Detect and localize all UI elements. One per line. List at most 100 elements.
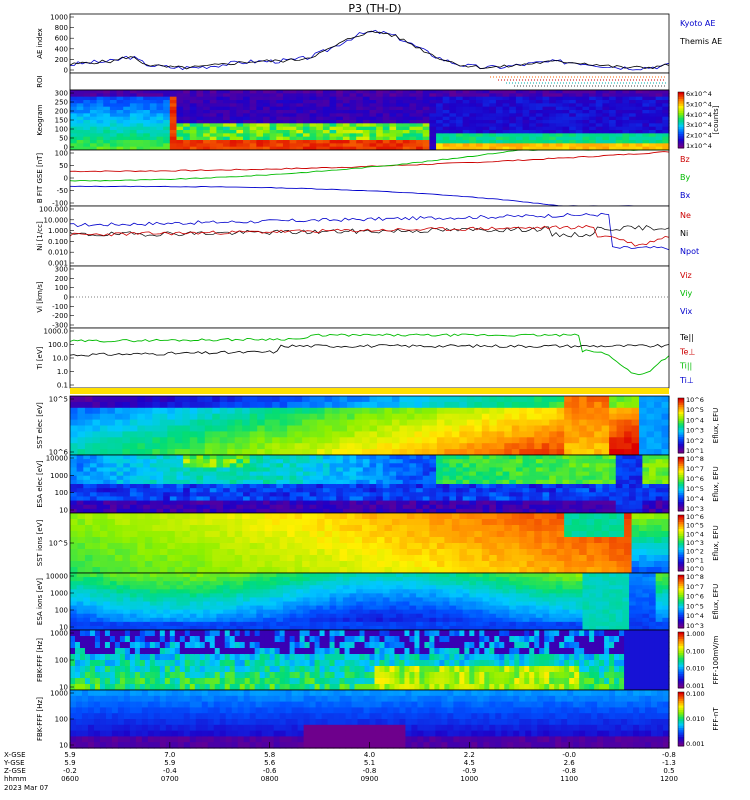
- heatmap-cell: [502, 90, 510, 94]
- heatmap-cell: [444, 567, 453, 574]
- heatmap-cell: [209, 93, 218, 98]
- heatmap-cell: [136, 93, 144, 98]
- heatmap-cell: [382, 126, 391, 131]
- heatmap-cell: [515, 136, 524, 141]
- heatmap-cell: [459, 531, 468, 538]
- heatmap-cell: [609, 561, 618, 568]
- heatmap-cell: [469, 90, 477, 94]
- heatmap-cell: [429, 543, 438, 550]
- heatmap-cell: [482, 130, 490, 134]
- heatmap-cell: [655, 492, 663, 498]
- heatmap-cell: [635, 110, 643, 114]
- heatmap-cell: [442, 508, 450, 514]
- heatmap-cell: [595, 113, 604, 118]
- heatmap-cell: [406, 425, 416, 432]
- heatmap-cell: [223, 100, 231, 104]
- heatmap-cell: [569, 123, 577, 128]
- heatmap-cell: [589, 463, 597, 469]
- heatmap-cell: [635, 467, 643, 473]
- heatmap-cell: [264, 401, 273, 409]
- heatmap-cell: [204, 443, 213, 450]
- heatmap-cell: [601, 419, 610, 427]
- heatmap-cell: [109, 120, 118, 124]
- heatmap-cell: [70, 601, 78, 607]
- heatmap-cell: [257, 555, 266, 562]
- heatmap-cell: [249, 401, 258, 409]
- heatmap-cell: [189, 531, 198, 538]
- heatmap-cell: [466, 543, 475, 550]
- heatmap-cell: [96, 143, 104, 148]
- heatmap-cell: [99, 443, 109, 450]
- heatmap-cell: [595, 100, 604, 104]
- heatmap-cell: [169, 504, 178, 510]
- heatmap-cell: [582, 484, 590, 489]
- heatmap-cell: [556, 401, 565, 409]
- heatmap-cell: [176, 106, 184, 111]
- heatmap-cell: [602, 496, 610, 502]
- heatmap-cell: [236, 103, 244, 108]
- heatmap-cell: [511, 449, 520, 456]
- heatmap-cell: [99, 525, 109, 532]
- heatmap-cell: [83, 133, 91, 138]
- heatmap-cell: [654, 525, 663, 532]
- heatmap-cell: [234, 449, 243, 456]
- heatmap-cell: [282, 106, 291, 111]
- heatmap-cell: [249, 455, 257, 460]
- heatmap-cell: [409, 123, 417, 128]
- heatmap-cell: [582, 467, 590, 473]
- heatmap-cell: [436, 96, 444, 101]
- heatmap-cell: [219, 561, 228, 568]
- heatmap-cell: [229, 459, 237, 464]
- heatmap-cell: [369, 136, 377, 141]
- heatmap-cell: [316, 504, 324, 510]
- y-tick-label: 100.000: [39, 206, 68, 214]
- heatmap-cell: [317, 513, 326, 520]
- heatmap-cell: [595, 93, 604, 98]
- heatmap-cell: [287, 513, 296, 520]
- heatmap-cell: [249, 90, 257, 94]
- heatmap-cell: [317, 537, 326, 544]
- heatmap-cell: [635, 93, 643, 98]
- heatmap-cell: [309, 513, 318, 520]
- heatmap-cell: [76, 573, 84, 578]
- heatmap-cell: [276, 93, 284, 98]
- heatmap-cell: [103, 609, 111, 615]
- heatmap-cell: [204, 449, 213, 456]
- heatmap-cell: [396, 484, 404, 489]
- heatmap-cell: [204, 401, 213, 409]
- heatmap-cell: [414, 396, 423, 403]
- heatmap-cell: [122, 513, 131, 520]
- heatmap-cell: [582, 126, 590, 131]
- heatmap-cell: [642, 100, 650, 104]
- heatmap-cell: [562, 106, 570, 111]
- heatmap-cell: [287, 443, 296, 450]
- heatmap-cell: [136, 484, 144, 489]
- heatmap-cell: [474, 419, 483, 427]
- heatmap-cell: [70, 425, 79, 432]
- heatmap-cell: [449, 96, 457, 101]
- heatmap-cells: [70, 513, 670, 574]
- heatmap-cell: [534, 396, 543, 403]
- heatmap-cell: [129, 443, 138, 450]
- heatmap-cell: [114, 537, 124, 544]
- heatmap-cell: [256, 113, 264, 118]
- heatmap-cell: [582, 136, 590, 141]
- heatmap-cell: [294, 419, 303, 427]
- heatmap-cell: [129, 100, 138, 104]
- heatmap-cell: [349, 133, 357, 138]
- heatmap-cell: [279, 537, 288, 544]
- heatmap-cell: [129, 93, 138, 98]
- heatmap-cell: [481, 425, 490, 432]
- colorbar-cell: [678, 472, 684, 476]
- panel-keo: Keogram0501001502002503001x10^42x10^43x1…: [36, 90, 720, 152]
- heatmap-cell: [631, 549, 640, 556]
- heatmap-cell: [263, 123, 271, 128]
- heatmap-cell: [197, 519, 206, 526]
- heatmap-cell: [354, 513, 363, 520]
- heatmap-cell: [183, 96, 191, 101]
- heatmap-cell: [579, 543, 588, 550]
- heatmap-cell: [489, 531, 498, 538]
- heatmap-cell: [144, 396, 153, 403]
- heatmap-cell: [332, 449, 341, 456]
- heatmap-cell: [362, 537, 371, 544]
